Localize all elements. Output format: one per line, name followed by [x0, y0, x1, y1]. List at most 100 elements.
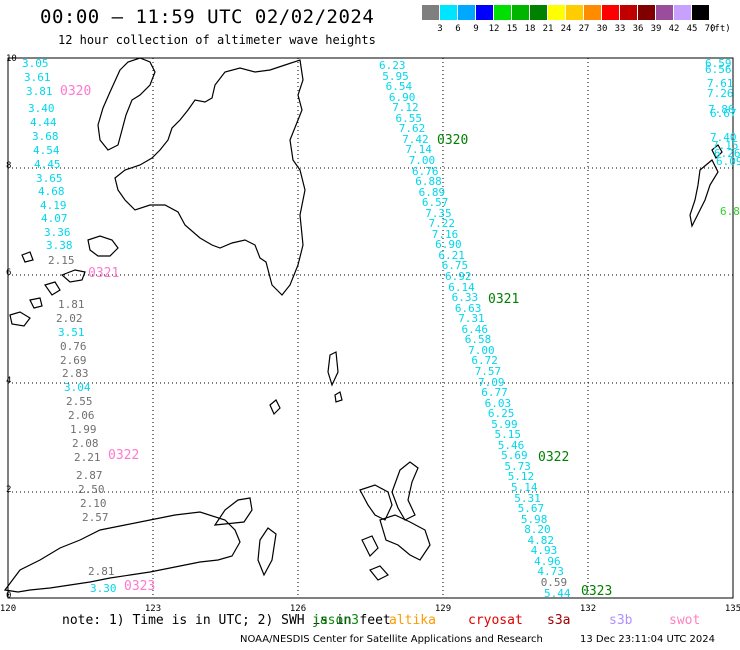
wave-height-value: 3.65	[36, 172, 63, 185]
palau-coast	[689, 159, 719, 228]
time-marker: 0321	[488, 292, 520, 307]
axis-ticks: 120 123 126 129 132 135 0 2 4 6 8 10	[0, 54, 740, 614]
wave-height-value: 2.08	[72, 437, 99, 450]
satellite-altika: altika	[389, 613, 436, 628]
wave-height-value: 5.14	[511, 481, 538, 494]
wave-height-value: 6.88	[415, 175, 442, 189]
wave-height-value: 4.73	[537, 565, 564, 579]
wave-height-value: 6.46	[461, 322, 489, 336]
wave-height-value: 5.15	[494, 428, 522, 442]
wave-height-value: 8.20	[524, 523, 551, 537]
plot-frame	[7, 57, 734, 599]
wave-height-value: 7.22	[428, 217, 456, 231]
time-marker: 0320	[60, 84, 92, 99]
wave-height-value: 2.21	[74, 451, 101, 464]
wave-height-value: 5.12	[507, 470, 535, 484]
wave-height-value: 6.57	[421, 196, 449, 210]
wave-height-value: 3.05	[22, 57, 49, 70]
lat-tick-label: 0	[6, 591, 11, 601]
legend-swatch	[494, 5, 512, 20]
wave-height-value: 5.98	[520, 512, 548, 526]
wave-height-value: 6.26	[714, 147, 740, 160]
legend-swatch	[458, 5, 476, 20]
lat-tick-label: 2	[6, 485, 11, 495]
wave-height-value: 6.75	[441, 259, 469, 273]
wave-height-value: 7.35	[425, 206, 452, 220]
wave-height-value: 2.10	[80, 497, 107, 510]
wave-height-value: 2.15	[48, 254, 75, 267]
legend-label: 18	[524, 24, 536, 34]
page-title: 00:00 — 11:59 UTC 02/02/2024	[40, 6, 375, 28]
basilan-coast	[87, 235, 119, 257]
wave-height-value: 6.25	[487, 407, 515, 421]
wave-height-value: 3.04	[64, 381, 91, 394]
legend-swatch	[674, 5, 692, 20]
wave-height-value: 6.03	[484, 396, 512, 410]
wave-height-value: 6.90	[388, 90, 416, 104]
wave-height-value: 3.40	[28, 102, 55, 115]
wave-height-value: 4.45	[34, 158, 61, 171]
wave-height-value: 6.33	[451, 291, 479, 305]
wave-height-value: 6.09	[716, 155, 740, 168]
wave-height-value: 4.44	[30, 116, 57, 129]
wave-height-value: 2.57	[82, 511, 109, 524]
time-marker: 0321	[88, 266, 120, 281]
wave-height-value: 2.83	[62, 367, 89, 380]
wave-height-value: 6.55	[395, 111, 423, 125]
legend-label: 21	[542, 24, 554, 34]
lon-tick-label: 132	[580, 604, 596, 614]
wave-height-value: 6.54	[385, 80, 413, 94]
legend-swatch	[602, 5, 620, 20]
wave-height-value: 6.14	[448, 280, 475, 294]
legend-unit: (ft)	[709, 24, 731, 34]
wave-height-value: 4.68	[38, 185, 65, 198]
wave-height-value: 5.31	[514, 491, 541, 505]
wave-height-value: 5.95	[382, 69, 409, 83]
lon-tick-label: 135	[725, 604, 740, 614]
wave-height-value: 3.81	[26, 85, 53, 98]
wave-height-value: 7.86	[708, 103, 735, 116]
legend-label: 15	[506, 24, 518, 34]
legend-swatch	[512, 5, 530, 20]
wave-height-value: 5.69	[501, 449, 528, 463]
coastlines	[3, 57, 723, 593]
legend-swatch	[638, 5, 656, 20]
legend-label: 42	[668, 24, 680, 34]
wave-height-value: 6.67	[710, 107, 737, 120]
wave-height-value: 7.00	[468, 343, 495, 357]
wave-height-value: 3.30	[90, 582, 117, 595]
legend-label: 12	[488, 24, 500, 34]
legend-label: 3	[437, 24, 443, 34]
note-text: note: 1) Time is in UTC; 2) SWH is in fe…	[62, 613, 391, 628]
wave-height-value: 6.90	[435, 238, 462, 252]
wave-height-value: 7.09	[478, 375, 505, 389]
legend-label: 27	[578, 24, 590, 34]
time-marker: 0323	[581, 584, 613, 599]
legend-swatch	[548, 5, 566, 20]
wave-height-value: 4.96	[534, 554, 561, 568]
wave-height-value: 7.14	[405, 143, 432, 157]
wave-height-value: 7.57	[474, 364, 502, 378]
wave-height-value: 4.82	[527, 533, 555, 547]
wave-height-value: 7.16	[431, 227, 459, 241]
satellite-s3b: s3b	[609, 613, 633, 628]
satellite-cryosat: cryosat	[468, 613, 523, 628]
wave-height-value: 1.81	[58, 298, 85, 311]
wave-height-value: 6.88	[720, 205, 740, 218]
wave-height-value: 6.21	[438, 248, 465, 262]
legend-label: 39	[650, 24, 662, 34]
page-subtitle: 12 hour collection of altimeter wave hei…	[58, 33, 376, 47]
wave-height-value: 2.02	[56, 312, 83, 325]
wave-height-value: 4.93	[530, 544, 558, 558]
grid	[8, 58, 733, 598]
satellite-swot: swot	[669, 613, 701, 628]
wave-height-value: 7.00	[408, 153, 436, 167]
wave-height-value: 2.69	[60, 354, 87, 367]
legend-swatch	[566, 5, 584, 20]
wave-height-value: 2.55	[66, 395, 93, 408]
time-marker: 0322	[108, 448, 140, 463]
lat-tick-label: 10	[6, 54, 17, 64]
footer-timestamp: 13 Dec 23:11:04 UTC 2024	[580, 634, 715, 645]
wave-height-value: 6.23	[379, 59, 406, 72]
